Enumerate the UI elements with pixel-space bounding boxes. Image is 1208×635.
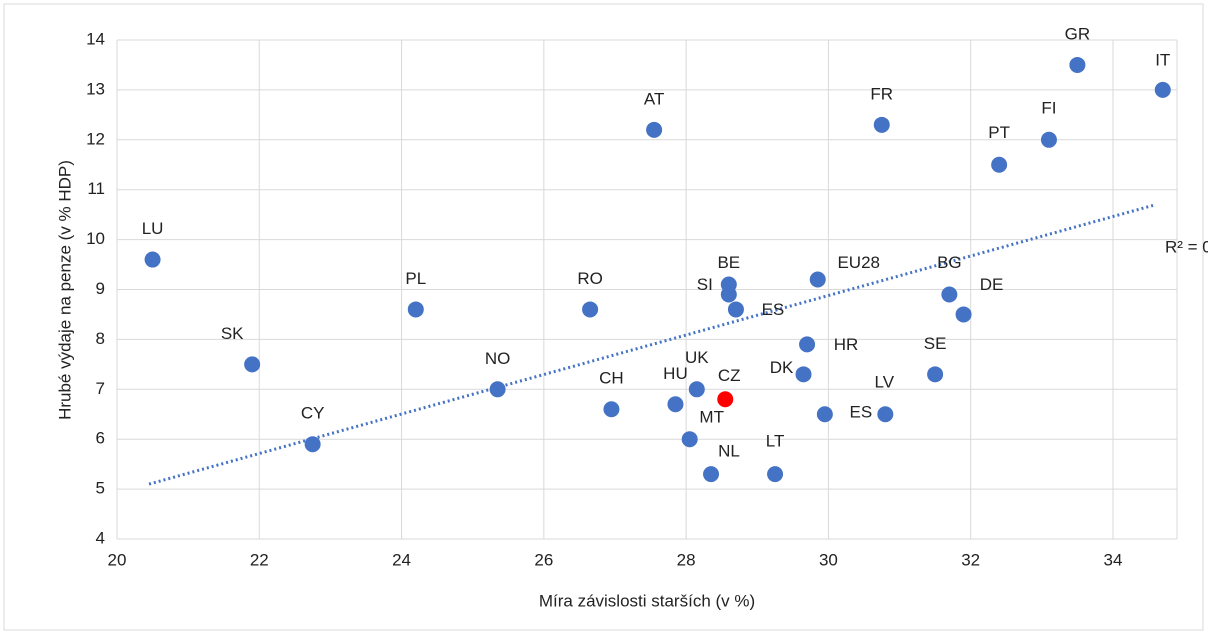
y-tick-label: 10 — [86, 229, 105, 248]
point-label: DK — [770, 358, 794, 377]
point-label: UK — [685, 348, 709, 367]
point-label: BE — [717, 253, 740, 272]
y-tick-label: 5 — [96, 479, 105, 498]
point-label: AT — [644, 89, 664, 108]
data-point — [489, 381, 506, 398]
data-point — [703, 466, 720, 483]
x-tick-label: 30 — [819, 550, 838, 569]
data-point — [667, 396, 684, 413]
data-point — [927, 366, 944, 383]
data-point — [603, 401, 620, 418]
point-label: NL — [718, 442, 740, 461]
y-tick-label: 4 — [96, 528, 105, 547]
data-point — [816, 406, 833, 423]
point-label: IT — [1155, 50, 1170, 69]
data-point — [799, 336, 816, 353]
data-point — [407, 301, 424, 318]
point-label: SK — [221, 324, 244, 343]
x-tick-label: 32 — [961, 550, 980, 569]
point-label: PT — [988, 123, 1010, 142]
data-point — [1069, 56, 1086, 73]
point-label: DE — [980, 275, 1004, 294]
x-tick-label: 20 — [108, 550, 127, 569]
data-point — [941, 286, 958, 303]
point-label: LV — [875, 373, 895, 392]
point-label: LU — [142, 219, 164, 238]
point-label: RO — [577, 269, 603, 288]
data-point — [795, 366, 812, 383]
chart-frame — [3, 3, 1204, 631]
y-tick-label: 7 — [96, 379, 105, 398]
data-point — [877, 406, 894, 423]
data-point — [646, 121, 663, 138]
point-label: NO — [485, 349, 511, 368]
data-point — [727, 301, 744, 318]
data-point — [717, 391, 734, 408]
point-label: SI — [697, 275, 713, 294]
x-axis-title: Míra závislosti starších (v %) — [539, 591, 755, 610]
data-point — [1154, 81, 1171, 98]
point-label: CZ — [718, 366, 741, 385]
y-tick-label: 8 — [96, 329, 105, 348]
point-label: GR — [1065, 24, 1091, 43]
data-point — [681, 431, 698, 448]
trendline — [148, 203, 1157, 486]
y-axis-title: Hrubé výdaje na penze (v % HDP) — [55, 160, 74, 420]
y-tick-label: 12 — [86, 129, 105, 148]
data-point — [767, 466, 784, 483]
data-point — [991, 156, 1008, 173]
point-label: ES — [850, 403, 873, 422]
data-point — [809, 271, 826, 288]
point-label: MT — [699, 408, 724, 427]
x-tick-label: 26 — [534, 550, 553, 569]
point-label: HU — [663, 364, 688, 383]
data-point — [720, 286, 737, 303]
x-tick-label: 28 — [677, 550, 696, 569]
x-tick-label: 34 — [1104, 550, 1123, 569]
data-point — [1040, 131, 1057, 148]
y-tick-label: 6 — [96, 429, 105, 448]
data-point — [244, 356, 261, 373]
y-tick-label: 11 — [87, 179, 105, 198]
point-label: BG — [937, 253, 962, 272]
point-label: CY — [301, 404, 325, 423]
point-label: PL — [405, 269, 426, 288]
data-point — [873, 116, 890, 133]
point-label: SE — [924, 334, 947, 353]
data-point — [688, 381, 705, 398]
point-label: CH — [599, 369, 624, 388]
y-tick-label: 13 — [86, 79, 105, 98]
point-label: ES — [762, 300, 785, 319]
data-point — [582, 301, 599, 318]
point-label: HR — [834, 335, 859, 354]
data-point — [144, 251, 161, 268]
point-label: LT — [766, 432, 785, 451]
trendline-label: R² = 0,3247 — [1165, 237, 1208, 256]
x-tick-label: 22 — [250, 550, 269, 569]
point-label: FR — [870, 84, 893, 103]
point-label: FI — [1041, 98, 1056, 117]
x-tick-label: 24 — [392, 550, 411, 569]
y-tick-label: 14 — [86, 29, 105, 48]
data-point — [955, 306, 972, 323]
y-tick-label: 9 — [96, 279, 105, 298]
point-label: EU28 — [837, 253, 880, 272]
data-point — [304, 436, 321, 453]
